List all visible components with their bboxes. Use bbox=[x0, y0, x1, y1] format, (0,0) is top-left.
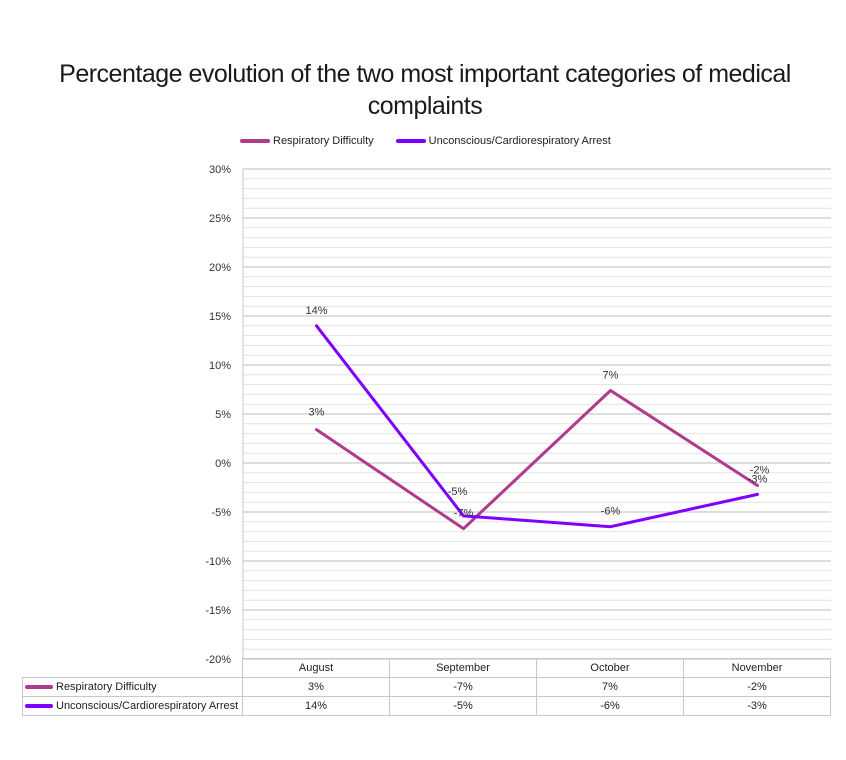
data-table: August September October November Respir… bbox=[22, 658, 831, 716]
data-table-cell: 7% bbox=[536, 677, 684, 697]
data-table-cell: 14% bbox=[242, 696, 390, 716]
chart-title: Percentage evolution of the two most imp… bbox=[59, 60, 791, 120]
data-label: -7% bbox=[454, 508, 474, 520]
legend-item-respiratory: Respiratory Difficulty bbox=[240, 135, 374, 147]
y-tick-label: 0% bbox=[215, 458, 231, 470]
y-tick-label: -10% bbox=[205, 556, 231, 568]
data-table-header-cell: August bbox=[242, 658, 390, 678]
chart-legend: Respiratory Difficulty Unconscious/Cardi… bbox=[240, 135, 611, 147]
data-table-header-cell: October bbox=[536, 658, 684, 678]
legend-item-unconscious: Unconscious/Cardiorespiratory Arrest bbox=[395, 135, 611, 147]
row-swatch-respiratory bbox=[25, 685, 53, 690]
data-table-cell: -7% bbox=[389, 677, 537, 697]
y-tick-label: -20% bbox=[205, 654, 231, 666]
row-swatch-unconscious bbox=[25, 704, 53, 709]
data-table-header-row: August September October November bbox=[23, 658, 831, 678]
data-label: -3% bbox=[748, 473, 768, 485]
data-label: 14% bbox=[305, 305, 327, 317]
y-tick-label: 30% bbox=[209, 164, 231, 176]
data-label: -2% bbox=[750, 465, 770, 477]
data-label: 3% bbox=[309, 407, 325, 419]
data-table-cell: -3% bbox=[683, 696, 831, 716]
y-tick-label: 10% bbox=[209, 360, 231, 372]
series-line-respiratory bbox=[315, 388, 759, 531]
data-table-cell: -5% bbox=[389, 696, 537, 716]
data-label: 7% bbox=[603, 369, 619, 381]
data-table-row-header: Respiratory Difficulty bbox=[22, 677, 243, 697]
data-table-row-header: Unconscious/Cardiorespiratory Arrest bbox=[22, 696, 243, 716]
legend-label-respiratory: Respiratory Difficulty bbox=[273, 135, 374, 147]
data-table-header-cell: November bbox=[683, 658, 831, 678]
row-label: Unconscious/Cardiorespiratory Arrest bbox=[56, 700, 239, 712]
data-label: -5% bbox=[448, 486, 468, 498]
y-tick-label: -15% bbox=[205, 605, 231, 617]
y-tick-label: 5% bbox=[215, 409, 231, 421]
data-table-row-respiratory: Respiratory Difficulty 3% -7% 7% -2% bbox=[22, 677, 831, 697]
data-label: -6% bbox=[601, 506, 621, 518]
data-table-header-cell: September bbox=[389, 658, 537, 678]
data-table-row-unconscious: Unconscious/Cardiorespiratory Arrest 14%… bbox=[22, 696, 831, 716]
row-label: Respiratory Difficulty bbox=[56, 681, 157, 693]
data-table-corner bbox=[23, 659, 243, 678]
y-tick-label: 25% bbox=[209, 213, 231, 225]
y-tick-label: -5% bbox=[211, 507, 231, 519]
legend-swatch-unconscious bbox=[395, 139, 426, 143]
data-table-cell: -6% bbox=[536, 696, 684, 716]
legend-swatch-respiratory bbox=[240, 139, 270, 143]
y-tick-label: 20% bbox=[209, 262, 231, 274]
y-tick-label: 15% bbox=[209, 311, 231, 323]
legend-label-unconscious: Unconscious/Cardiorespiratory Arrest bbox=[428, 135, 611, 147]
data-table-cell: 3% bbox=[242, 677, 390, 697]
data-table-cell: -2% bbox=[683, 677, 831, 697]
series-line-unconscious bbox=[315, 324, 759, 529]
